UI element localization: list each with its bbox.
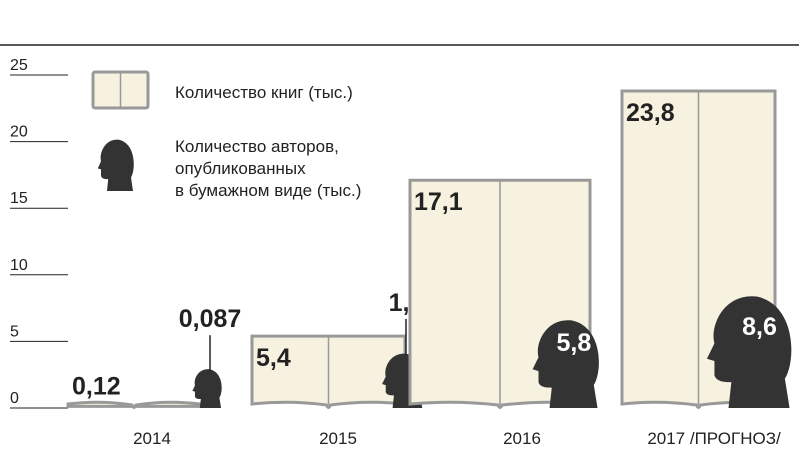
data-label: 0,12 <box>72 372 121 400</box>
x-tick-label: 2016 <box>503 429 541 448</box>
author-head <box>192 369 222 408</box>
legend-label: Количество авторов, опубликованных в бум… <box>175 137 362 200</box>
data-label: 17,1 <box>414 188 463 216</box>
x-tick-label: 2014 <box>133 429 171 448</box>
legend-label: Количество книг (тыс.) <box>175 83 353 102</box>
data-label: 8,6 <box>742 313 777 341</box>
data-label: 5,8 <box>557 329 592 357</box>
book-bar <box>66 400 202 409</box>
y-tick-label: 5 <box>10 323 19 340</box>
legend-book-icon <box>91 70 150 110</box>
data-label: 23,8 <box>626 99 675 127</box>
x-tick-label: 2017 /ПРОГНОЗ/ <box>647 429 781 448</box>
x-tick-label: 2015 <box>319 429 357 448</box>
author-head <box>706 296 792 408</box>
y-tick-label: 0 <box>10 390 19 407</box>
y-tick-label: 15 <box>10 190 28 207</box>
y-tick-label: 25 <box>10 57 28 74</box>
y-tick-label: 10 <box>10 257 28 274</box>
legend-head-icon <box>97 139 134 191</box>
data-label: 5,4 <box>256 344 291 372</box>
author-head <box>532 320 599 408</box>
y-tick-label: 20 <box>10 124 28 141</box>
data-label: 0,087 <box>179 305 242 333</box>
